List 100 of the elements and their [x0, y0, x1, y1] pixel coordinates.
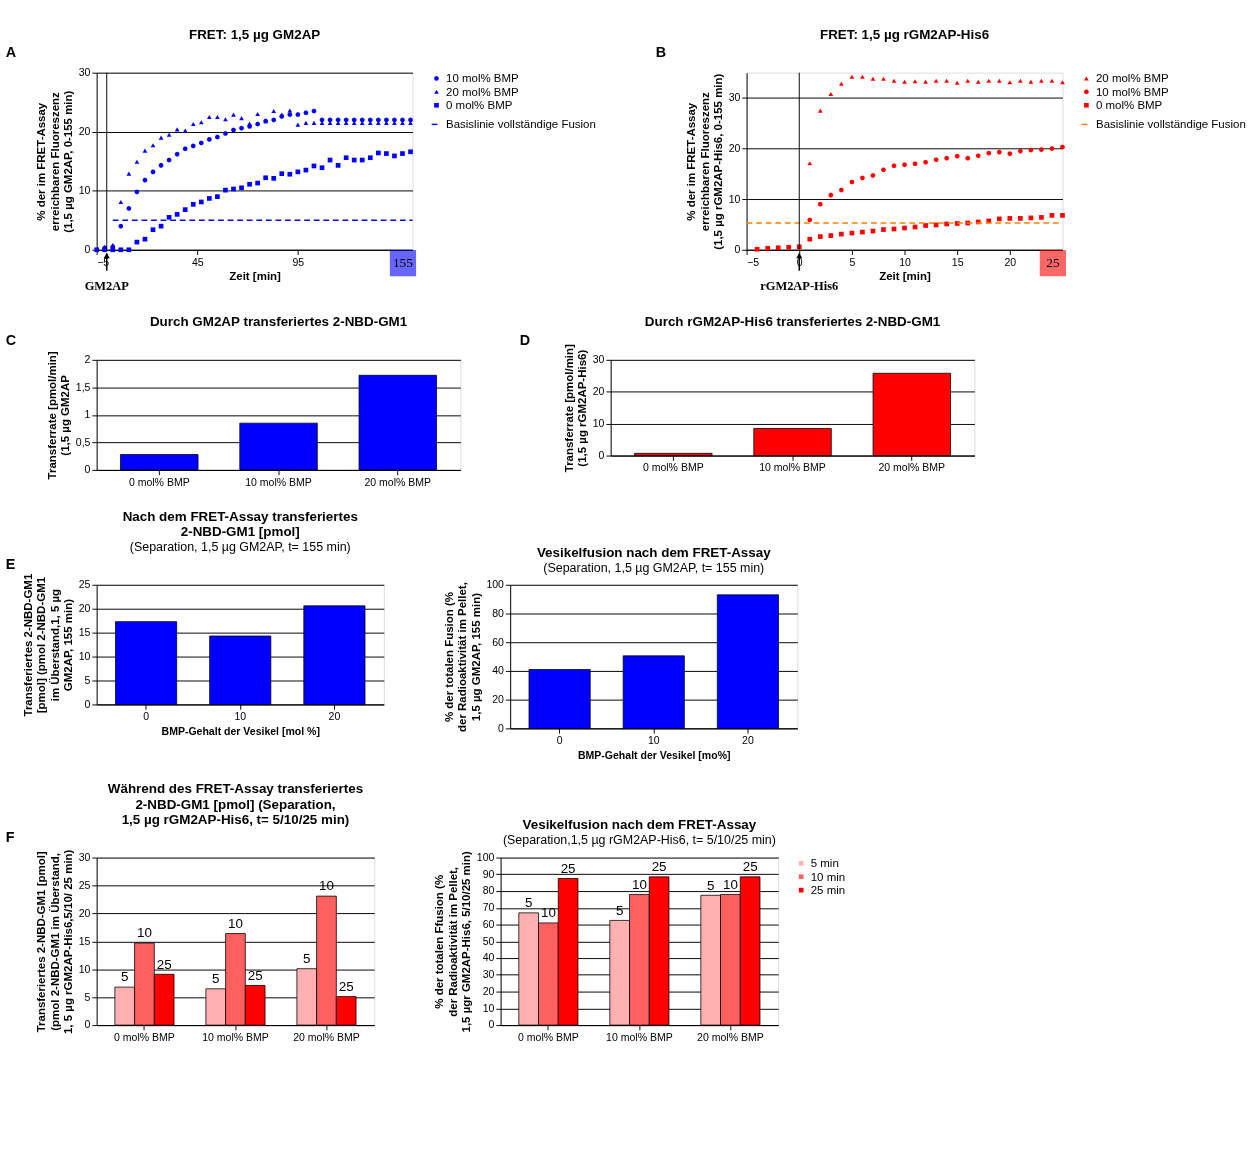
y-tick-label: 5 [84, 673, 91, 686]
annotation: 25 [651, 859, 667, 875]
y-tick-label: 80 [482, 884, 495, 897]
y-tick-label: 30 [728, 91, 741, 104]
annotation: 25 [247, 967, 263, 983]
y-tick-label: 20 [592, 385, 605, 398]
x-tick-label: 15 [951, 255, 964, 268]
y-tick-label: 60 [492, 635, 505, 648]
y-tick-label: 0 [734, 243, 741, 256]
y-tick-label: 20 [492, 693, 505, 706]
y-axis-title: Transferrate [pmol/min] (1,5 µg GM2AP [45, 351, 72, 480]
x-tick-label: 10 mol% BMP [202, 1030, 269, 1043]
y-axis-title: Transferiertes 2-NBD-GM1 [pmol] (pmol 2-NBD-GM1 im Überstand, 1, 5 µg rGM2AP-His6,5/10/ 25 min) [35, 849, 75, 1035]
text: F [5, 829, 15, 846]
y-axis-title: % der totalen Fusion (% der Radioaktivität im Pellet, 1,5 µg GM2AP, 155 min) [442, 582, 482, 732]
legend-label: 0 mol% BMP [1095, 99, 1163, 112]
legend-label: 5 min [810, 857, 839, 870]
annotation: 10 [540, 905, 556, 921]
y-axis-title: Transferiertes 2-NBD-GM1 [pmol] (pmol 2-NBD-GM1 im Überstand,1, 5 µg GM2AP, 155 min) [21, 573, 75, 717]
y-tick-label: 30 [78, 850, 91, 863]
text: 155 [392, 255, 414, 271]
y-tick-label: 60 [482, 917, 495, 930]
annotation: 25 [338, 978, 354, 994]
legend-label: 10 mol% BMP [1095, 85, 1169, 98]
y-tick-label: 40 [482, 951, 495, 964]
x-tick-label: 10 mol% BMP [606, 1030, 673, 1043]
chart-title: Vesikelfusion nach dem FRET-Assay [522, 816, 757, 832]
x-tick-label: 10 mol% BMP [245, 475, 312, 488]
annotation: 10 [137, 925, 152, 941]
x-tick-label: 20 [742, 734, 754, 747]
x-tick-label: 20 mol% BMP [878, 461, 946, 474]
y-axis-title: % der totalen Ffusion (% der Radioaktivität im Pellet, 1,5 µgr GM2AP-His6, 5/10/25 min) [433, 851, 473, 1033]
annotation: 5 [706, 877, 715, 893]
y-axis-title: % der im FRET-Assay erreichbaren Fluoreszenz (1,5 µg rGM2AP-His6, 0-155 min) [685, 73, 724, 250]
legend-label: Basislinie vollständige Fusion [1095, 118, 1246, 131]
y-tick-label: 5 [84, 990, 91, 1003]
text: D [519, 331, 531, 348]
y-tick-label: 40 [492, 664, 505, 677]
x-tick-label: 0 mol% BMP [518, 1030, 579, 1043]
y-tick-label: 1,5 [75, 380, 91, 393]
text: E [5, 556, 16, 573]
annotation: GM2AP [84, 278, 130, 293]
y-tick-label: 100 [486, 578, 505, 591]
annotation: 5 [303, 950, 311, 966]
x-tick-label: 95 [292, 255, 305, 268]
y-tick-label: 80 [492, 606, 505, 619]
y-tick-label: 0 [84, 1018, 91, 1031]
y-tick-label: 1 [84, 408, 91, 421]
y-tick-label: 0 [84, 243, 91, 256]
legend-label: Basislinie vollständige Fusion [446, 118, 596, 131]
x-tick-label: 45 [191, 255, 204, 268]
annotation: 25 [156, 956, 172, 972]
annotation: rGM2AP-His6 [760, 278, 839, 293]
y-tick-label: 90 [482, 867, 495, 880]
x-tick-label: 0 [796, 255, 803, 268]
y-axis-title: Transferrate [pmol/min] (1,5 µg rGM2AP-His6) [562, 343, 589, 473]
y-tick-label: 20 [78, 125, 91, 138]
x-tick-label: 20 [1004, 255, 1017, 268]
y-axis-title: % der im FRET-Assay erreichbaren Fluoreszenz (1,5 µg GM2AP, 0-155 min) [35, 90, 75, 233]
chart-title: FRET: 1,5 µg rGM2AP-His6 [819, 27, 990, 43]
annotation: 5 [524, 895, 533, 911]
legend-label: 0 mol% BMP [446, 99, 513, 112]
y-tick-label: 20 [78, 602, 91, 615]
legend-label: 25 min [810, 883, 846, 896]
y-tick-label: 20 [728, 141, 741, 154]
y-tick-label: 70 [482, 901, 495, 914]
x-axis-title: Zeit [min] [229, 269, 282, 282]
y-tick-label: 10 [78, 649, 91, 662]
chart-title: FRET: 1,5 µg GM2AP [188, 27, 321, 43]
y-tick-label: 0,5 [75, 435, 91, 448]
x-tick-label: 0 mol% BMP [128, 475, 190, 488]
annotation: 5 [121, 969, 129, 985]
x-tick-label: 10 [647, 734, 660, 747]
y-tick-label: 20 [78, 906, 91, 919]
y-tick-label: 100 [476, 850, 495, 863]
y-tick-label: 0 [598, 448, 605, 461]
y-tick-label: 15 [78, 626, 91, 638]
x-axis-title: Zeit [min] [879, 269, 931, 282]
y-tick-label: 10 [78, 962, 91, 975]
text: C [5, 331, 17, 348]
text: B [655, 44, 667, 61]
legend-label: 20 mol% BMP [446, 85, 520, 98]
y-tick-label: 30 [482, 968, 495, 981]
y-tick-label: 30 [592, 353, 605, 366]
annotation: 5 [212, 971, 220, 987]
x-tick-label: 0 mol% BMP [114, 1030, 175, 1043]
y-tick-label: 10 [78, 184, 91, 197]
x-tick-label: 10 [899, 255, 912, 268]
legend-label: 10 min [810, 870, 846, 883]
chart-title: Vesikelfusion nach dem FRET-Assay [536, 545, 772, 561]
annotation: 10 [228, 915, 243, 931]
annotation: 25 [742, 859, 758, 875]
x-tick-label: −5 [747, 255, 760, 268]
legend-label: 20 mol% BMP [1095, 72, 1169, 85]
y-tick-label: 30 [78, 66, 91, 79]
x-tick-label: 20 mol% BMP [364, 475, 432, 488]
x-tick-label: 20 [328, 710, 341, 723]
y-tick-label: 50 [482, 934, 495, 947]
x-axis-title: BMP-Gehalt der Vesikel [mol %] [161, 724, 320, 737]
y-tick-label: 2 [84, 353, 91, 366]
